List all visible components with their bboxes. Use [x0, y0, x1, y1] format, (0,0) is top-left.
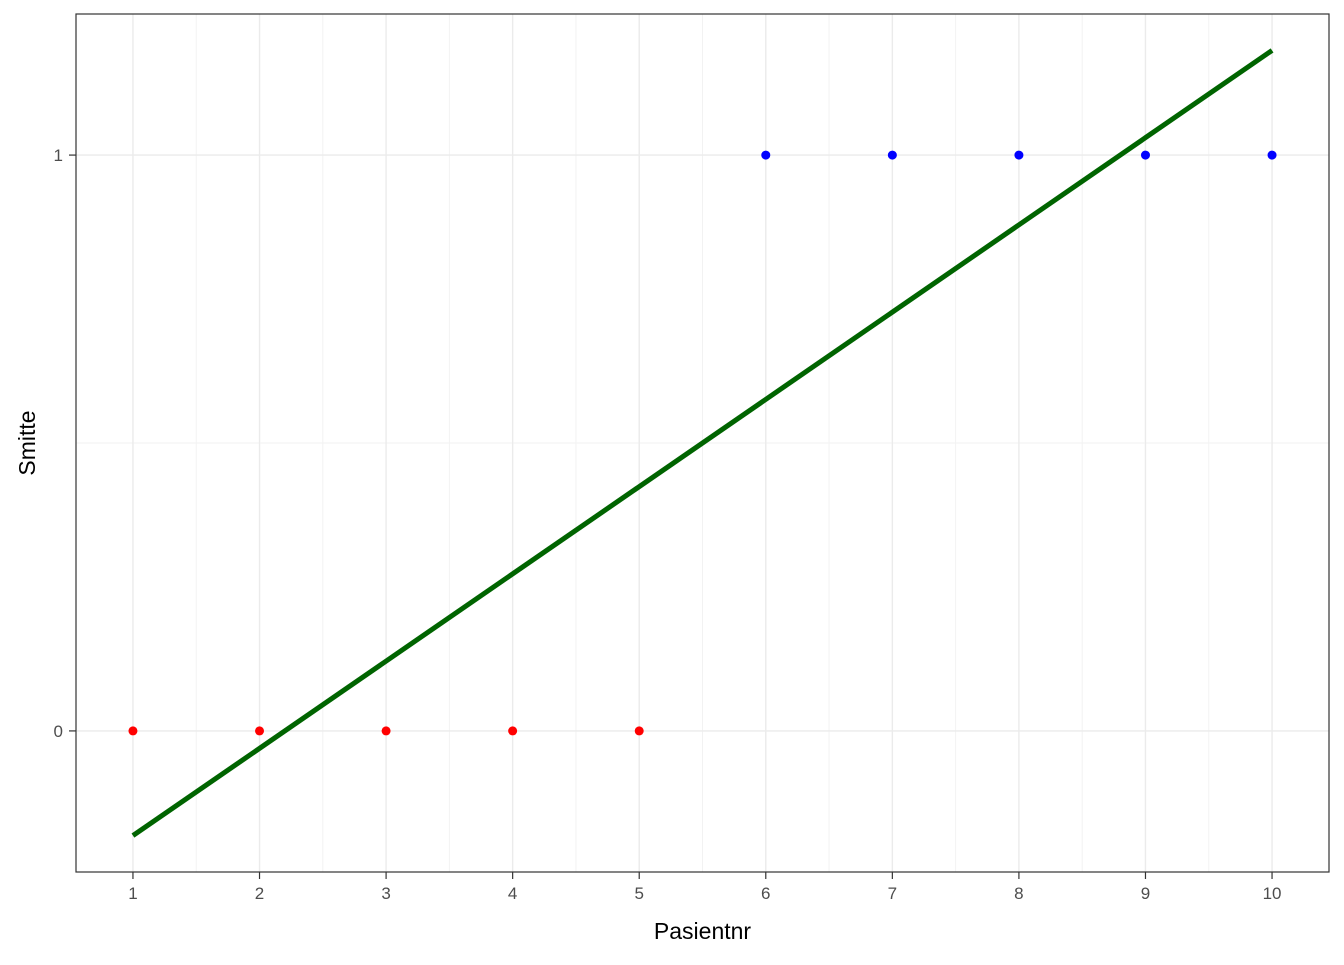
- data-point: [1140, 150, 1150, 160]
- points-layer: [128, 150, 1277, 736]
- data-point: [1267, 150, 1277, 160]
- x-tick-label: 10: [1263, 884, 1282, 903]
- fit-line-layer: [131, 48, 1274, 838]
- fit-line: [131, 48, 1274, 838]
- y-axis: 01: [54, 146, 76, 741]
- x-tick-label: 5: [634, 884, 643, 903]
- x-tick-label: 2: [255, 884, 264, 903]
- x-tick-label: 9: [1141, 884, 1150, 903]
- x-tick-label: 7: [888, 884, 897, 903]
- x-tick-label: 6: [761, 884, 770, 903]
- x-tick-label: 3: [381, 884, 390, 903]
- x-tick-label: 1: [128, 884, 137, 903]
- y-axis-title: Smitte: [14, 410, 40, 475]
- x-tick-label: 8: [1014, 884, 1023, 903]
- y-tick-label: 1: [54, 146, 63, 165]
- data-point: [128, 726, 138, 736]
- data-point: [255, 726, 265, 736]
- data-point: [508, 726, 518, 736]
- data-point: [761, 150, 771, 160]
- data-point: [634, 726, 644, 736]
- data-point: [887, 150, 897, 160]
- data-point: [1014, 150, 1024, 160]
- data-point: [381, 726, 391, 736]
- x-axis: 1 2 3 4 5 6 7 8 9 10: [128, 872, 1282, 903]
- x-axis-title: Pasientnr: [654, 918, 752, 944]
- plot-panel-border: [75, 13, 1330, 873]
- x-tick-label: 4: [508, 884, 517, 903]
- y-tick-label: 0: [54, 722, 63, 741]
